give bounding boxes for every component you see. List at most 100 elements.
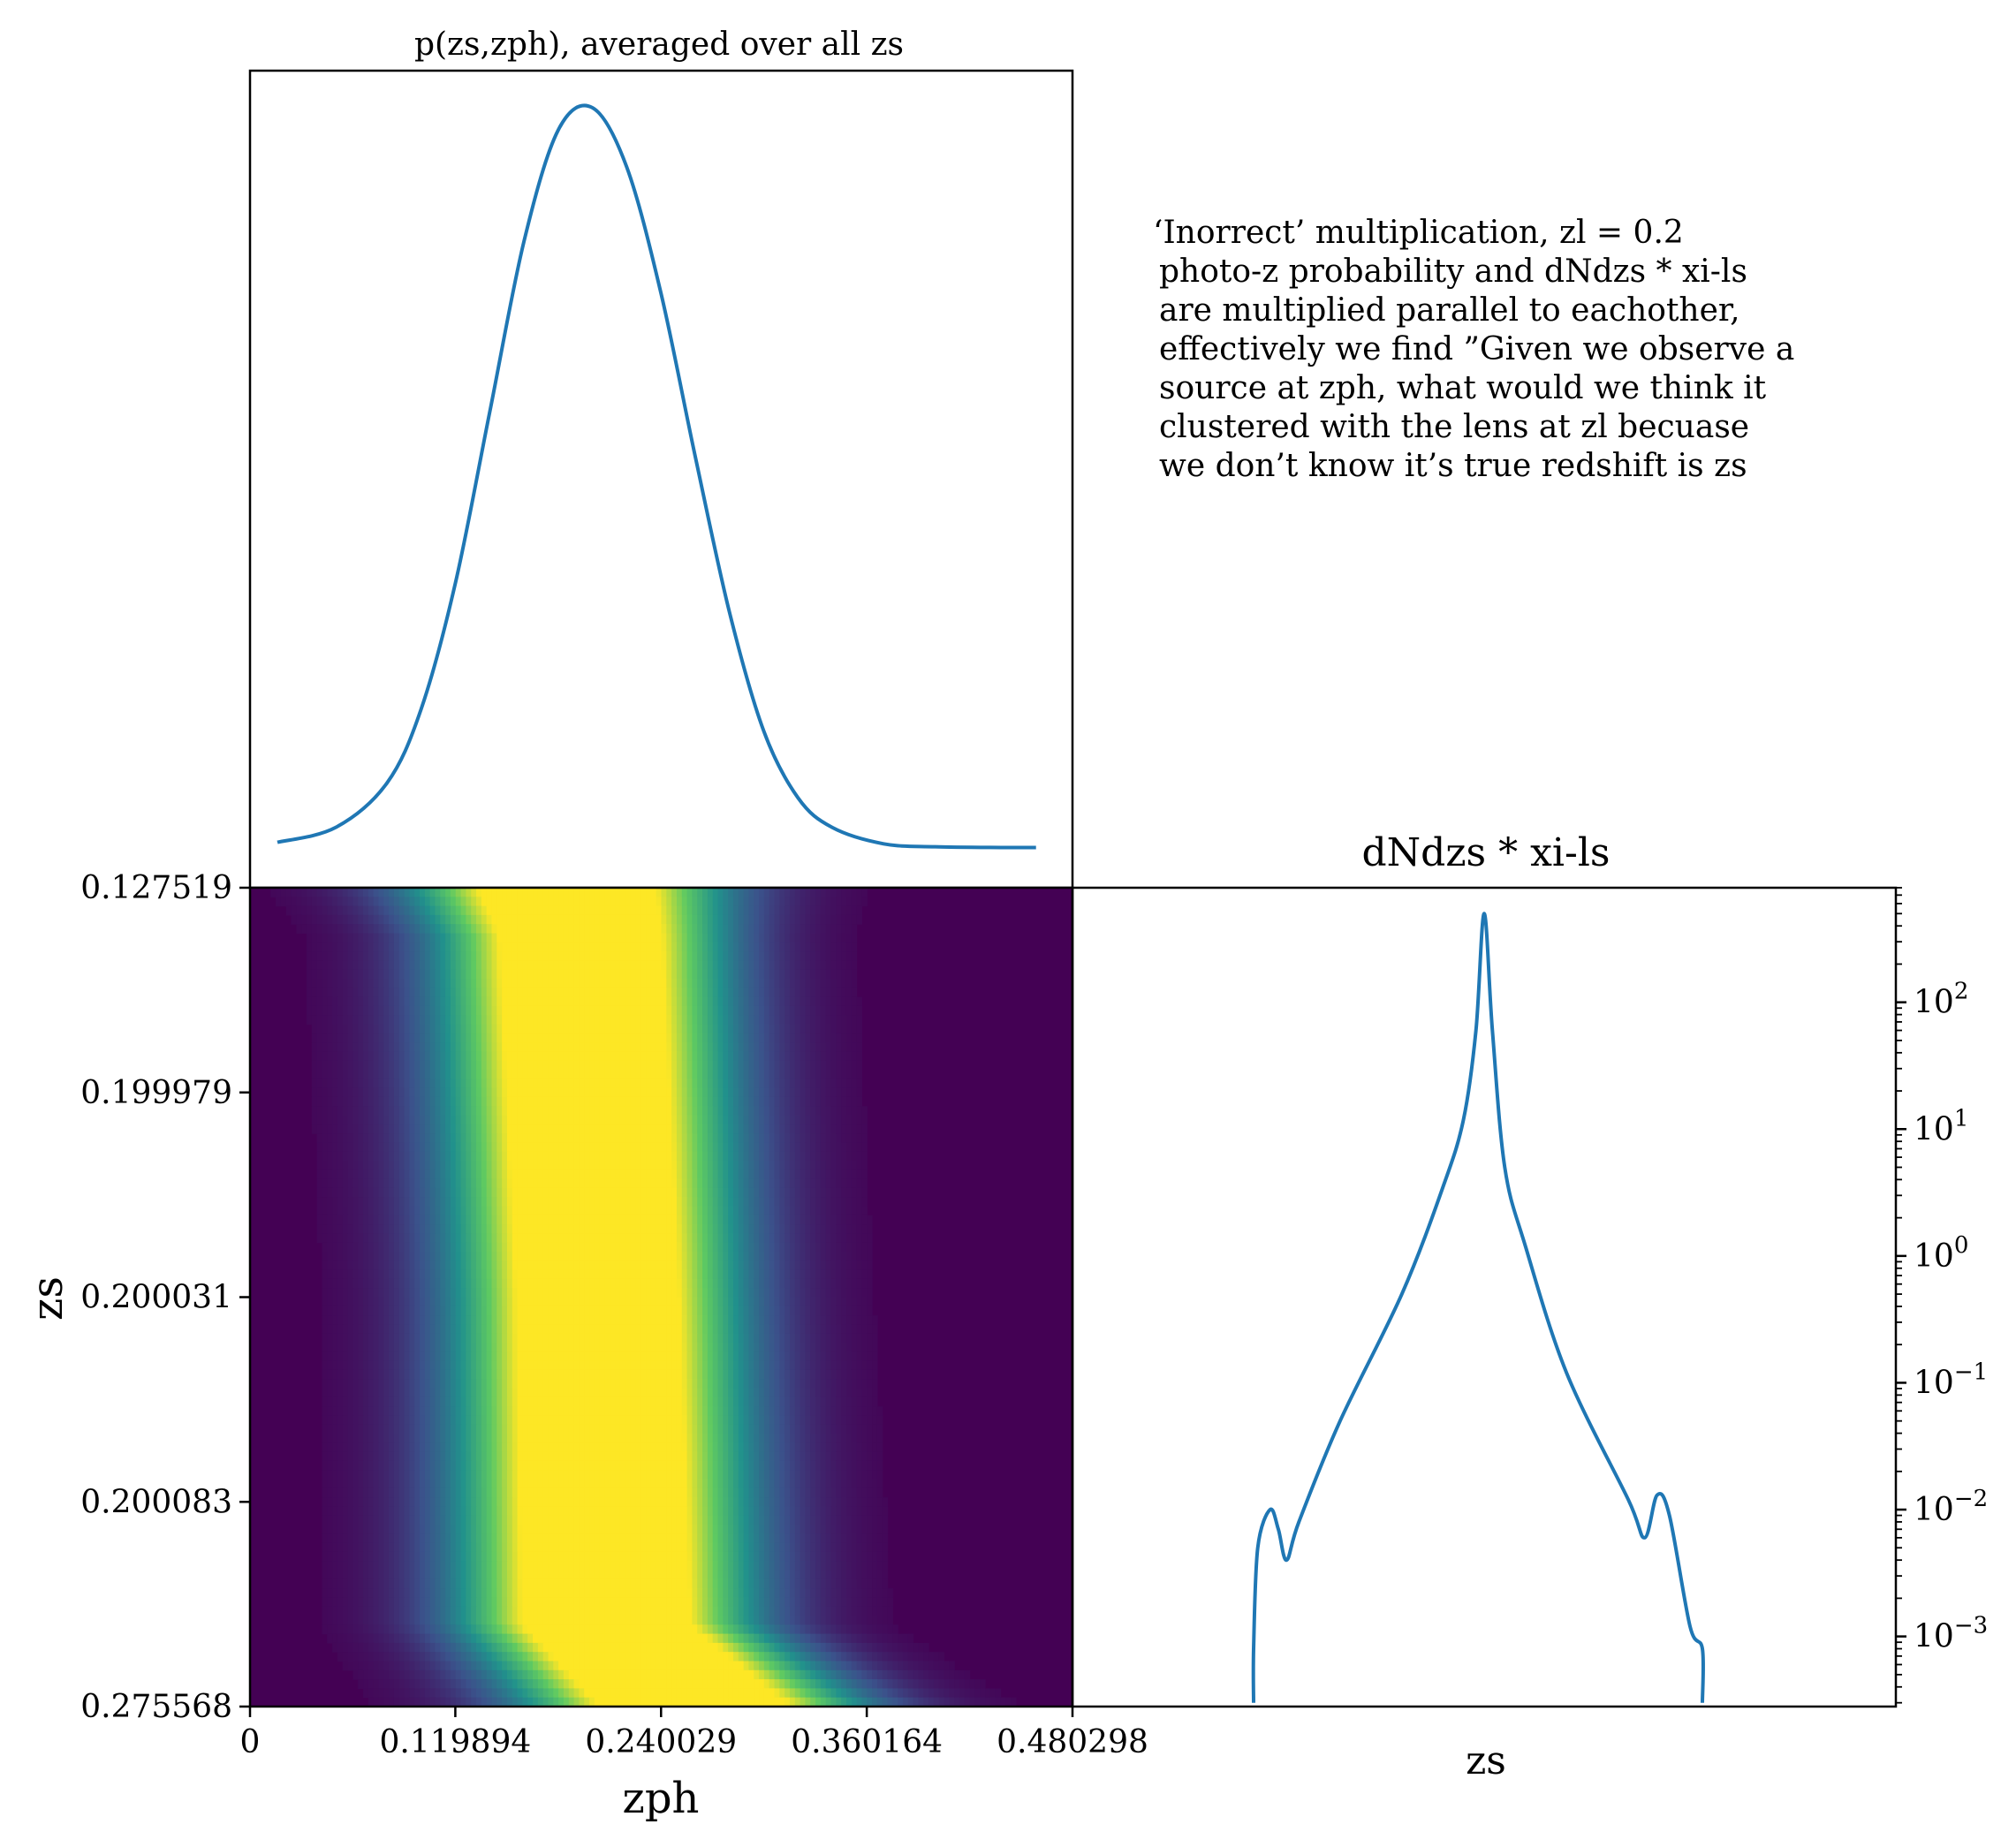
heatmap-cell: [748, 1233, 754, 1244]
heatmap-cell: [542, 1087, 549, 1098]
heatmap-cell: [841, 1033, 847, 1043]
heatmap-cell: [774, 1051, 780, 1062]
heatmap-cell: [625, 1015, 632, 1026]
heatmap-cell: [820, 897, 827, 907]
heatmap-cell: [506, 1260, 513, 1271]
heatmap-cell: [486, 1297, 493, 1307]
heatmap-cell: [656, 1133, 663, 1143]
heatmap-cell: [471, 1096, 477, 1107]
heatmap-cell: [815, 1278, 822, 1289]
heatmap-cell: [697, 1087, 703, 1098]
heatmap-cell: [316, 1024, 323, 1034]
heatmap-cell: [398, 1124, 405, 1134]
heatmap-cell: [352, 1197, 359, 1207]
heatmap-cell: [836, 951, 842, 961]
heatmap-cell: [717, 1096, 724, 1107]
heatmap-cell: [440, 951, 446, 961]
heatmap-cell: [656, 1024, 663, 1034]
heatmap-cell: [389, 1278, 395, 1289]
heatmap-cell: [671, 996, 678, 1007]
heatmap-cell: [512, 1033, 519, 1043]
heatmap-cell: [573, 1206, 580, 1216]
heatmap-cell: [522, 1187, 528, 1198]
heatmap-cell: [404, 1015, 410, 1026]
heatmap-cell: [794, 1070, 801, 1079]
heatmap-cell: [409, 988, 415, 998]
heatmap-cell: [681, 1015, 688, 1026]
heatmap-cell: [732, 1252, 739, 1261]
heatmap-cell: [307, 1005, 313, 1016]
heatmap-cell: [316, 1133, 323, 1143]
heatmap-cell: [625, 1033, 632, 1043]
heatmap-cell: [815, 1187, 822, 1198]
heatmap-cell: [666, 996, 672, 1007]
heatmap-cell: [311, 933, 318, 943]
heatmap-cell: [393, 1005, 400, 1016]
heatmap-cell: [496, 888, 503, 897]
heatmap-cell: [604, 1070, 610, 1079]
heatmap-cell: [676, 1206, 683, 1216]
heatmap-cell: [481, 1106, 488, 1117]
heatmap-cell: [517, 969, 523, 980]
heatmap-cell: [383, 1042, 390, 1052]
heatmap-cell: [686, 905, 693, 916]
heatmap-cell: [527, 905, 534, 916]
heatmap-cell: [373, 1079, 380, 1089]
heatmap-cell: [563, 1015, 570, 1026]
heatmap-cell: [316, 1233, 323, 1244]
heatmap-cell: [671, 1151, 678, 1162]
heatmap-cell: [763, 1124, 770, 1134]
heatmap-cell: [533, 1070, 539, 1079]
heatmap-cell: [327, 1260, 333, 1271]
heatmap-cell: [358, 1087, 364, 1098]
heatmap-cell: [681, 1224, 688, 1234]
heatmap-cell: [810, 1060, 816, 1071]
heatmap-cell: [347, 1206, 353, 1216]
heatmap-cell: [393, 1079, 400, 1089]
heatmap-cell: [769, 979, 776, 988]
heatmap-cell: [358, 1242, 364, 1253]
heatmap-cell: [522, 914, 528, 925]
heatmap-cell: [723, 1079, 729, 1089]
heatmap-cell: [420, 979, 426, 988]
heatmap-cell: [604, 1124, 610, 1134]
heatmap-cell: [373, 1224, 380, 1234]
heatmap-cell: [558, 924, 565, 935]
heatmap-cell: [615, 1115, 621, 1125]
heatmap-cell: [861, 1197, 868, 1207]
annotation-line: ‘Inorrect’ multiplication, zl = 0.2: [1153, 215, 1684, 251]
heatmap-cell: [579, 1224, 585, 1234]
heatmap-cell: [471, 1060, 477, 1071]
heatmap-cell: [342, 951, 349, 961]
heatmap-cell: [491, 951, 497, 961]
heatmap-cell: [445, 988, 451, 998]
heatmap-cell: [723, 1233, 729, 1244]
heatmap-cell: [841, 1252, 847, 1261]
heatmap-cell: [845, 1269, 853, 1280]
heatmap-cell: [728, 924, 734, 935]
heatmap-cell: [640, 1070, 647, 1079]
heatmap-cell: [316, 1206, 323, 1216]
heatmap-cell: [661, 1051, 667, 1062]
heatmap-cell: [640, 1206, 647, 1216]
heatmap-cell: [717, 1070, 724, 1079]
heatmap-cell: [486, 1015, 493, 1026]
heatmap-cell: [542, 996, 549, 1007]
heatmap-cell: [650, 1187, 657, 1198]
heatmap-cell: [445, 1087, 451, 1098]
heatmap-cell: [316, 1124, 323, 1134]
heatmap-cell: [383, 1024, 390, 1034]
heatmap-cell: [517, 933, 523, 943]
heatmap-cell: [646, 979, 652, 988]
heatmap-cell: [542, 1252, 549, 1261]
heatmap-cell: [533, 1252, 539, 1261]
heatmap-cell: [542, 1297, 549, 1307]
heatmap-cell: [723, 924, 729, 935]
heatmap-cell: [409, 1015, 415, 1026]
heatmap-cell: [363, 897, 369, 907]
heatmap-cell: [440, 933, 446, 943]
heatmap-cell: [604, 1161, 610, 1170]
heatmap-cell: [558, 1260, 565, 1271]
heatmap-cell: [358, 1252, 364, 1261]
heatmap-cell: [440, 1260, 446, 1271]
